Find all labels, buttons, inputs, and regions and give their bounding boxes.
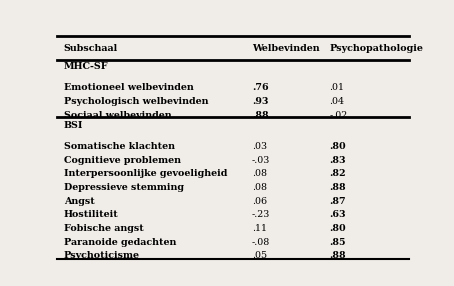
Text: Welbevinden: Welbevinden: [252, 44, 320, 53]
Text: Cognitieve problemen: Cognitieve problemen: [64, 156, 181, 165]
Text: .88: .88: [330, 183, 346, 192]
Text: .01: .01: [330, 84, 345, 92]
Text: -.03: -.03: [252, 156, 271, 165]
Text: BSI: BSI: [64, 121, 83, 130]
Text: .08: .08: [252, 183, 267, 192]
Text: Psychologisch welbevinden: Psychologisch welbevinden: [64, 97, 208, 106]
Text: Emotioneel welbevinden: Emotioneel welbevinden: [64, 84, 193, 92]
Text: -.08: -.08: [252, 238, 270, 247]
Text: .80: .80: [330, 142, 346, 151]
Text: .05: .05: [252, 251, 267, 260]
Text: .11: .11: [252, 224, 267, 233]
Text: .06: .06: [252, 197, 267, 206]
Text: Fobische angst: Fobische angst: [64, 224, 143, 233]
Text: Psychoticisme: Psychoticisme: [64, 251, 140, 260]
Text: .88: .88: [252, 111, 269, 120]
Text: -.23: -.23: [252, 210, 271, 219]
Text: .83: .83: [330, 156, 346, 165]
Text: .04: .04: [330, 97, 345, 106]
Text: .63: .63: [330, 210, 346, 219]
Text: .80: .80: [330, 224, 346, 233]
Text: Psychopathologie: Psychopathologie: [330, 44, 423, 53]
Text: Angst: Angst: [64, 197, 94, 206]
Text: .93: .93: [252, 97, 268, 106]
Text: Subschaal: Subschaal: [64, 44, 118, 53]
Text: Depressieve stemming: Depressieve stemming: [64, 183, 184, 192]
Text: .82: .82: [330, 170, 346, 178]
Text: .87: .87: [330, 197, 346, 206]
Text: Somatische klachten: Somatische klachten: [64, 142, 175, 151]
Text: .85: .85: [330, 238, 346, 247]
Text: .76: .76: [252, 84, 269, 92]
Text: Sociaal welbevinden: Sociaal welbevinden: [64, 111, 172, 120]
Text: Interpersoonlijke gevoeligheid: Interpersoonlijke gevoeligheid: [64, 170, 227, 178]
Text: Paranoide gedachten: Paranoide gedachten: [64, 238, 176, 247]
Text: -.02: -.02: [330, 111, 348, 120]
Text: MHC-SF: MHC-SF: [64, 62, 109, 71]
Text: .03: .03: [252, 142, 267, 151]
Text: .88: .88: [330, 251, 346, 260]
Text: .08: .08: [252, 170, 267, 178]
Text: Hostiliteit: Hostiliteit: [64, 210, 118, 219]
